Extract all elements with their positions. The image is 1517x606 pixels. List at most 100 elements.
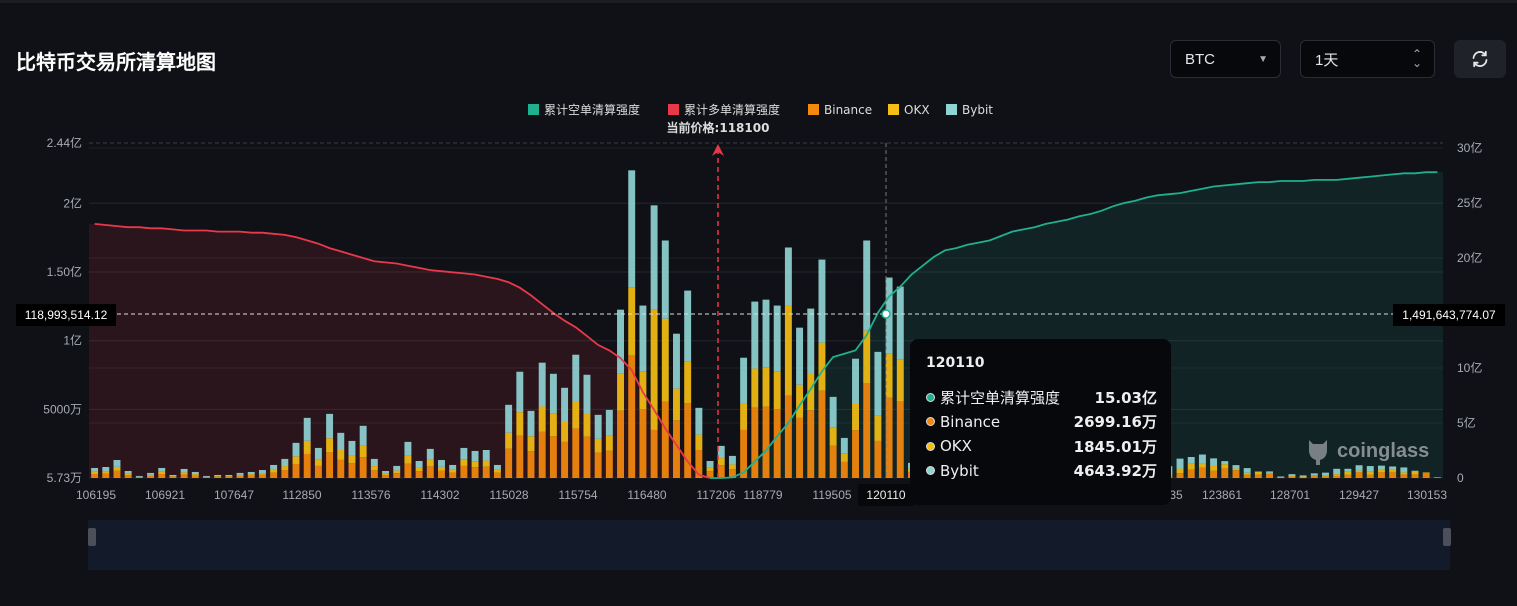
axes: 5.73万 5000万 1亿 1.50亿 2亿 2.44亿 0 5亿 10亿 20亿 25亿 30亿 1… <box>43 135 1482 502</box>
bar-okx <box>359 445 367 458</box>
bar-bybit <box>258 470 266 474</box>
bar-binance <box>415 471 423 478</box>
bar-okx <box>247 474 255 476</box>
bar-binance <box>784 395 792 478</box>
right-axis-tick-label: 25亿 <box>1457 195 1482 210</box>
bar-okx <box>1232 468 1240 471</box>
bar-okx <box>438 466 445 471</box>
bar-okx <box>1422 472 1430 473</box>
bar-binance <box>561 441 569 478</box>
bar-bybit <box>247 471 255 475</box>
bar-okx <box>863 330 871 383</box>
bar-okx <box>102 471 110 474</box>
x-axis-tick-label: 117206 <box>696 488 735 502</box>
bar-binance <box>885 397 893 478</box>
bar-bybit <box>460 447 468 460</box>
long-cumulative-line <box>94 223 711 479</box>
crosshair-right-value: 1,491,643,774.07 <box>1402 308 1496 322</box>
bar-binance <box>1310 475 1318 478</box>
bar-okx <box>91 471 99 475</box>
bar-binance <box>706 471 714 478</box>
slider-handle[interactable] <box>1443 528 1451 546</box>
period-select-value: 1天 <box>1315 51 1339 69</box>
bar-okx <box>784 305 792 396</box>
bar-bybit <box>896 286 904 360</box>
bar-binance <box>1422 472 1430 478</box>
bar-okx <box>549 413 557 437</box>
bar-bybit <box>214 474 222 477</box>
bar-binance <box>650 429 658 478</box>
bar-binance <box>538 431 546 478</box>
right-axis-tick-label: 0 <box>1457 471 1464 485</box>
bar-binance <box>348 463 356 478</box>
bar-okx <box>1400 472 1408 475</box>
bar-bybit <box>762 299 770 368</box>
coin-select[interactable]: BTC ▼ <box>1170 40 1281 78</box>
bar-binance <box>314 465 322 478</box>
bar-binance <box>382 475 390 478</box>
bar-binance <box>505 448 513 478</box>
bar-binance <box>1389 471 1397 478</box>
left-axis-tick-label: 2.44亿 <box>47 135 82 150</box>
bar-binance <box>236 475 244 478</box>
bar-binance <box>460 465 468 478</box>
bar-binance <box>1243 474 1251 478</box>
bar-okx <box>180 472 188 475</box>
crosshair-x-label: 120110 <box>866 488 905 502</box>
bar-binance <box>449 472 457 478</box>
bar-binance <box>527 451 535 478</box>
right-axis-tick-label: 30亿 <box>1457 140 1482 155</box>
period-select[interactable]: 1天 ⌃ ⌄ <box>1300 40 1435 78</box>
bar-bybit <box>605 409 613 436</box>
bar-binance <box>762 406 770 478</box>
slider-handle[interactable] <box>88 528 96 546</box>
bar-okx <box>538 406 546 432</box>
bar-okx <box>740 403 748 430</box>
bar-binance <box>1411 474 1419 478</box>
bar-binance <box>617 410 624 478</box>
bar-binance <box>124 475 132 478</box>
bar-okx <box>650 309 658 430</box>
bar-okx <box>169 476 177 477</box>
bar-bybit <box>807 308 815 373</box>
bar-okx <box>751 368 759 408</box>
bar-binance <box>818 390 826 478</box>
bar-binance <box>482 466 490 478</box>
bar-okx <box>203 476 210 478</box>
caret-down-icon: ▼ <box>1258 53 1268 65</box>
bar-binance <box>1277 477 1285 479</box>
bar-binance <box>214 476 222 478</box>
bar-bybit <box>639 305 647 372</box>
bar-okx <box>583 414 591 437</box>
bar-okx <box>415 467 423 472</box>
bar-okx <box>370 466 378 471</box>
crosshair-left-label-box <box>16 304 116 326</box>
bar-binance <box>572 428 580 478</box>
bar-binance <box>717 465 725 478</box>
bar-binance <box>247 475 255 478</box>
bar-binance <box>370 470 378 478</box>
bar-bybit <box>292 442 300 457</box>
bar-bybit <box>818 259 826 343</box>
overlay: 120110 当前价格:118100 118,993,514.12 1,491,643… <box>16 120 1505 506</box>
bar-binance <box>471 467 479 478</box>
page-title: 比特币交易所清算地图 <box>16 50 216 74</box>
bar-binance <box>516 435 524 478</box>
refresh-button[interactable] <box>1454 40 1506 78</box>
bar-bybit <box>1243 468 1251 473</box>
bar-okx <box>1210 465 1218 471</box>
bar-binance <box>1322 476 1329 478</box>
bar-binance <box>135 477 143 478</box>
bar-okx <box>605 435 613 451</box>
bar-bybit <box>594 414 602 439</box>
bar-okx <box>594 438 602 453</box>
bar-okx <box>326 438 334 453</box>
left-axis-tick-label: 5000万 <box>43 402 82 416</box>
bar-bybit <box>840 437 848 454</box>
crosshair-right-label-box <box>1393 304 1505 326</box>
bar-okx <box>348 455 356 464</box>
bar-okx <box>1266 472 1274 474</box>
bar-okx <box>482 460 490 467</box>
bar-binance <box>684 403 692 478</box>
bar-binance <box>113 470 121 478</box>
